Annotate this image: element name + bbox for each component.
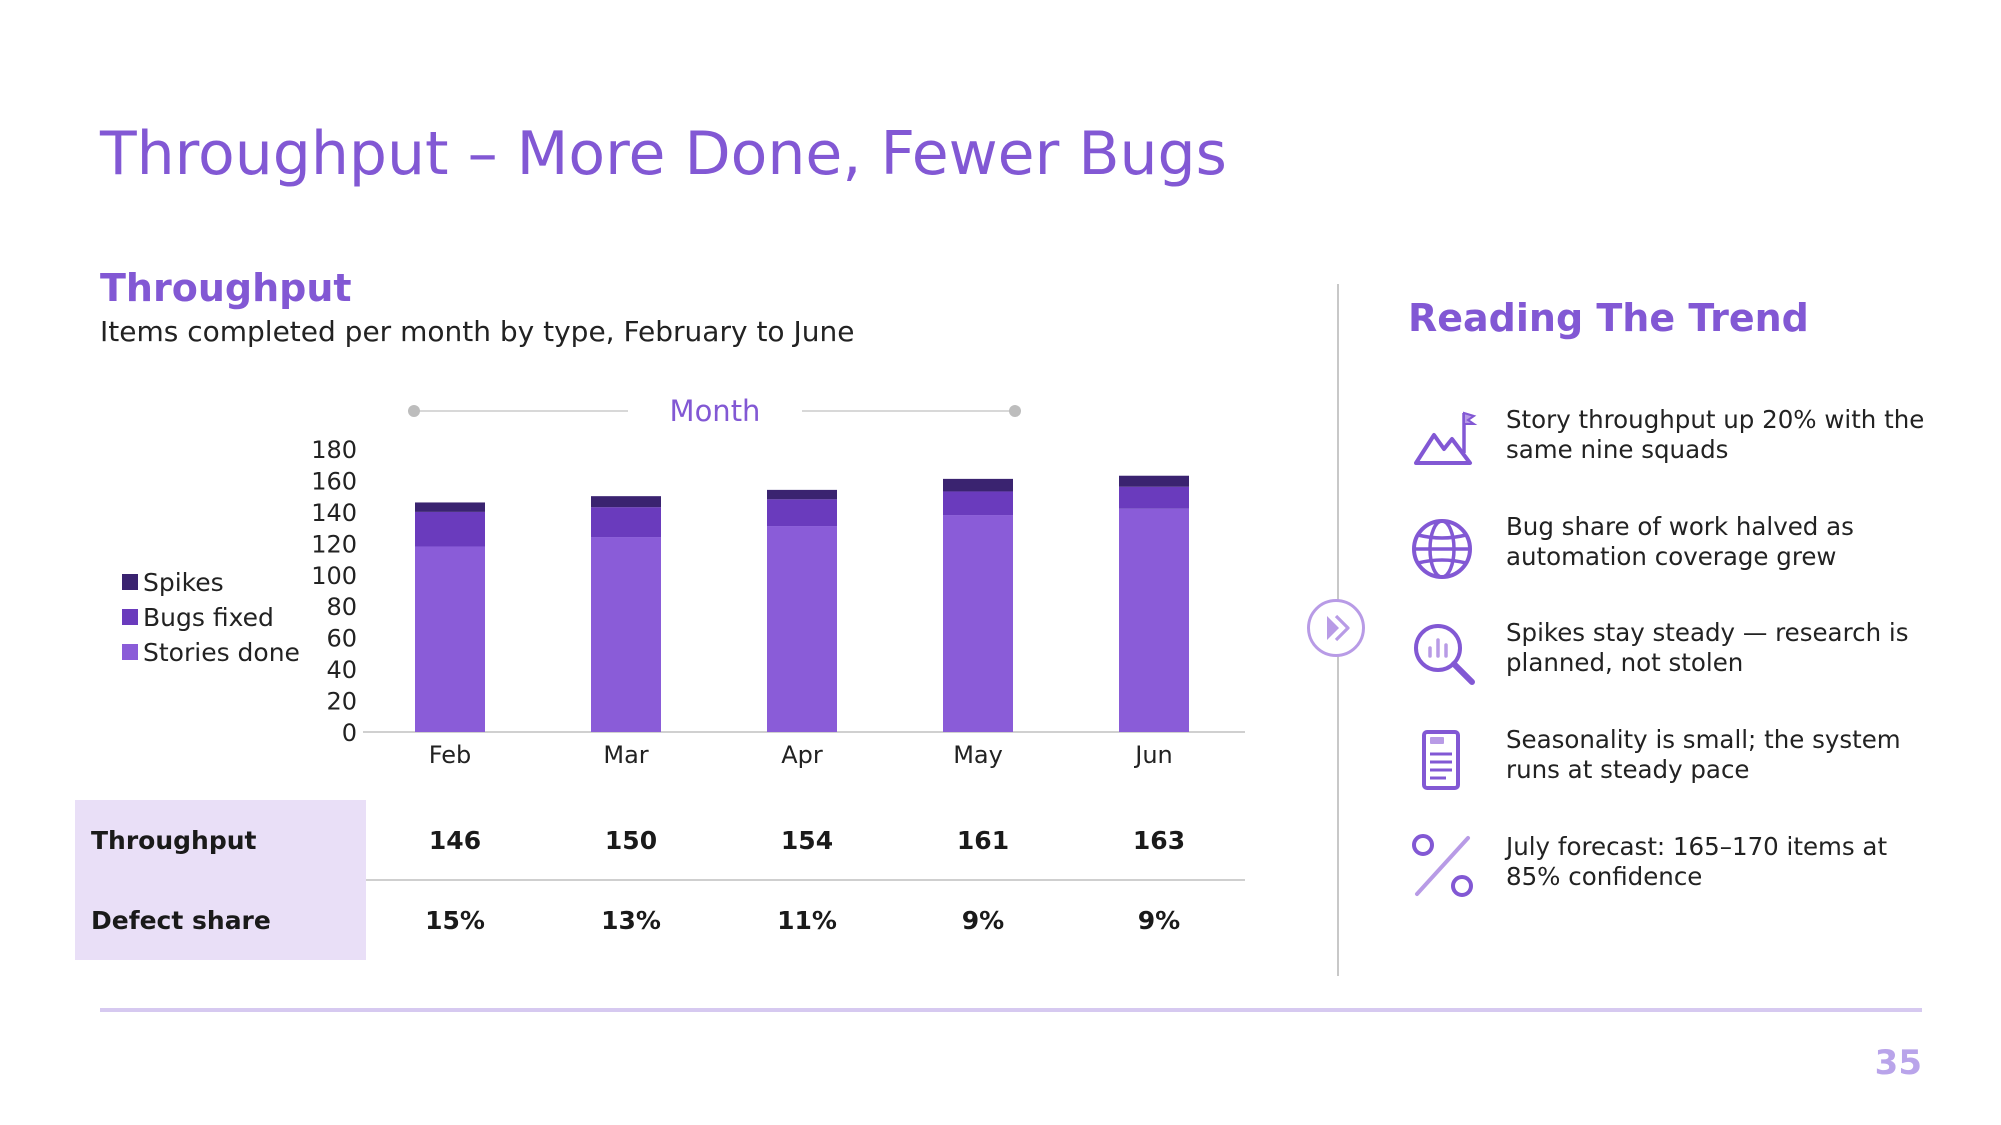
throughput-chart: Month 0 20 40 60 80 100 120 140 160 180 Feb Mar Apr Ma… [122,394,1245,769]
legend-swatch [122,609,138,625]
insight-text: July forecast: 165–170 items at 85% conf… [1506,832,1888,891]
legend-label: Spikes [143,568,224,597]
x-tick-label: May [953,741,1003,769]
percent-icon [1412,834,1473,897]
row-divider [366,879,1245,881]
table-row-throughput: Throughput 146 150 154 161 163 [75,800,1245,881]
y-tick-label: 40 [326,656,357,684]
bar-segment [591,496,661,508]
insight-item: July forecast: 165–170 items at 85% conf… [1408,832,1928,912]
legend-label: Stories done [143,638,300,667]
section-title: Throughput [100,266,352,310]
y-tick-label: 180 [311,436,357,464]
page-number: 35 [1874,1043,1922,1083]
bar-segment [415,502,485,512]
y-tick-label: 100 [311,562,357,590]
slide-title: Throughput – More Done, Fewer Bugs [100,119,1227,189]
bar-segment [767,499,837,527]
y-tick-label: 80 [326,593,357,621]
insight-item: Seasonality is small; the system runs at… [1408,725,1928,805]
magnifier-chart-icon [1414,624,1475,685]
bar-segment [1119,475,1189,487]
y-tick-label: 160 [311,467,357,495]
table-cell: 154 [780,825,834,855]
x-tick-label: Mar [603,741,648,769]
document-list-icon [1422,730,1460,790]
table-cell: 146 [428,825,482,855]
table-cell: 9% [1137,905,1181,935]
chevron-right-icon [1307,599,1365,657]
table-cell: 161 [956,825,1010,855]
bar-segment [415,546,485,732]
bar-segment [943,515,1013,732]
y-tick-label: 0 [342,719,357,747]
x-tick-label: Apr [781,741,823,769]
legend-label: Bugs fixed [143,603,274,632]
bar-segment [591,507,661,538]
table-row-defect-share: Defect share 15% 13% 11% 9% 9% [75,880,1245,960]
y-tick-label: 140 [311,499,357,527]
title-rule-dot-left [408,405,420,417]
section-subtitle: Items completed per month by type, Febru… [100,315,855,348]
insight-text: Bug share of work halved as automation c… [1506,512,1854,571]
bar-segment [943,491,1013,516]
row-header: Defect share [75,880,366,960]
y-tick-label: 20 [326,688,357,716]
table-cell: 163 [1132,825,1186,855]
table-cell: 11% [777,905,837,935]
title-rule-dot-right [1009,405,1021,417]
insights-title: Reading The Trend [1408,296,1809,340]
bar-segment [591,537,661,732]
x-tick-label: Jun [1133,741,1173,769]
row-header: Throughput [75,800,366,880]
table-cell: 13% [601,905,661,935]
bar-segment [415,511,485,547]
legend-swatch [122,644,138,660]
insight-item: Bug share of work halved as automation c… [1408,512,1928,592]
table-cell: 15% [425,905,485,935]
insight-item: Story throughput up 20% with the same ni… [1408,405,1928,485]
y-tick-label: 60 [326,625,357,653]
y-tick-label: 120 [311,530,357,558]
bar-segment [943,478,1013,492]
legend-swatch [122,574,138,590]
bar-segment [767,489,837,500]
bar-segment [1119,508,1189,732]
table-cell: 9% [961,905,1005,935]
insight-text: Spikes stay steady — research is planned… [1506,618,1909,677]
insight-text: Story throughput up 20% with the same ni… [1506,405,1925,464]
footer-divider [100,1008,1922,1012]
table-cell: 150 [604,825,658,855]
insight-text: Seasonality is small; the system runs at… [1506,725,1901,784]
insight-item: Spikes stay steady — research is planned… [1408,618,1928,698]
mountain-flag-icon [1414,411,1478,465]
bar-segment [767,526,837,732]
x-tick-label: Feb [429,741,472,769]
chart-title: Month [670,394,761,428]
bar-segment [1119,486,1189,509]
globe-icon [1412,519,1472,579]
